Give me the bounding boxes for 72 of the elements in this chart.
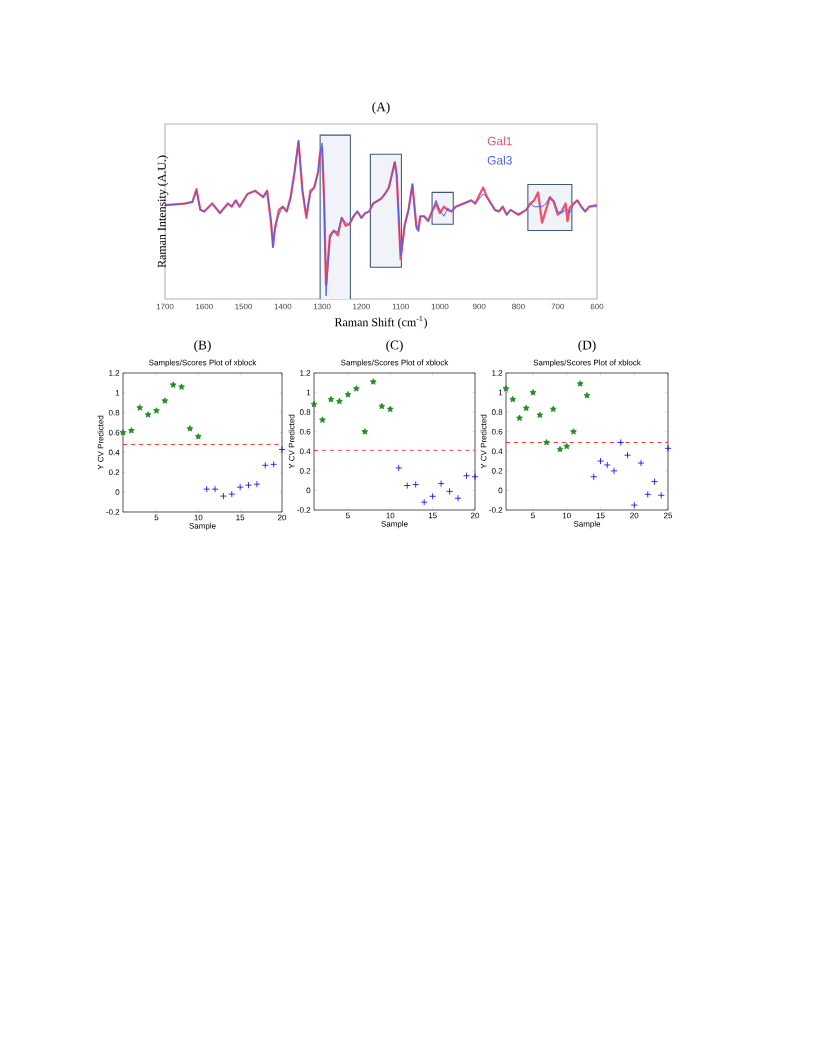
point xyxy=(195,433,202,440)
point xyxy=(516,414,523,421)
point xyxy=(563,442,571,450)
point xyxy=(169,381,177,388)
point xyxy=(624,451,631,459)
point xyxy=(211,485,219,493)
point xyxy=(597,457,604,465)
point xyxy=(386,405,394,413)
point xyxy=(610,467,618,475)
point xyxy=(253,480,261,488)
point xyxy=(502,385,510,392)
point xyxy=(437,480,445,488)
point xyxy=(617,439,625,446)
point xyxy=(509,395,517,403)
point xyxy=(446,487,454,495)
point xyxy=(549,405,557,413)
point xyxy=(583,392,591,399)
point xyxy=(576,380,584,387)
y-axis-title: Raman Intensity (A.U.) xyxy=(157,155,169,268)
point xyxy=(630,501,638,509)
point xyxy=(651,478,658,486)
point xyxy=(556,445,564,453)
point xyxy=(128,427,135,434)
point xyxy=(637,459,645,467)
point xyxy=(361,428,369,435)
text: Gal3 xyxy=(487,155,512,165)
point xyxy=(353,385,360,392)
chart-title: (D) xyxy=(578,340,596,353)
point xyxy=(454,494,462,502)
point xyxy=(261,461,269,469)
point xyxy=(644,490,652,498)
point xyxy=(543,439,550,446)
point xyxy=(245,481,252,489)
point xyxy=(657,491,665,499)
x-axis-title: Raman Shift (cm$^{-1}$) xyxy=(334,315,427,329)
point xyxy=(336,397,343,405)
point xyxy=(344,391,352,398)
point xyxy=(270,460,278,468)
point xyxy=(178,383,185,390)
chart-title: (C) xyxy=(386,340,403,353)
point xyxy=(522,404,530,412)
point xyxy=(370,378,377,385)
point xyxy=(278,445,286,453)
point xyxy=(420,498,428,506)
point xyxy=(310,400,318,408)
point xyxy=(403,482,411,489)
point xyxy=(429,492,437,500)
point xyxy=(471,473,479,481)
point xyxy=(664,444,672,452)
point xyxy=(236,483,244,491)
point xyxy=(186,425,194,432)
point xyxy=(529,389,537,396)
point xyxy=(228,490,236,498)
chart-title: (B) xyxy=(194,340,211,353)
point xyxy=(136,404,144,411)
point xyxy=(219,492,227,500)
point xyxy=(570,428,577,435)
point xyxy=(327,395,335,403)
point xyxy=(463,472,470,480)
point xyxy=(319,416,326,423)
point xyxy=(161,397,169,404)
point xyxy=(395,464,403,472)
point xyxy=(153,407,160,414)
text: Gal1 xyxy=(487,136,512,146)
point xyxy=(536,411,544,418)
point xyxy=(378,402,386,410)
point xyxy=(203,485,211,493)
chart-title: (A) xyxy=(372,101,390,114)
point xyxy=(144,411,152,418)
point xyxy=(603,461,611,469)
point xyxy=(590,473,598,481)
point xyxy=(412,481,420,488)
